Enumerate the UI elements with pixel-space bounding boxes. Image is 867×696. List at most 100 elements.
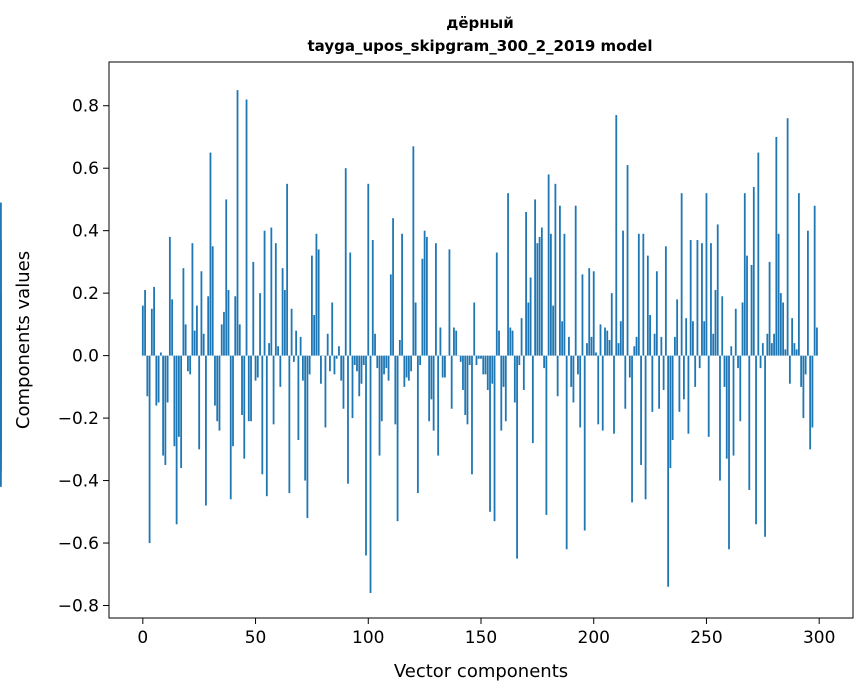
bar-170	[525, 211, 527, 356]
bar-79	[320, 355, 322, 384]
bar-17	[180, 355, 183, 469]
bar-54	[263, 230, 266, 356]
bar-241	[685, 318, 688, 356]
bar-1	[144, 290, 146, 356]
bar-252	[710, 243, 712, 356]
bar-274	[759, 355, 762, 369]
chart-title: дёрный	[446, 14, 513, 32]
bar-285	[784, 349, 787, 356]
bar-189	[568, 336, 570, 356]
bar-15	[175, 355, 178, 525]
y-tick-label: −0.4	[58, 472, 99, 492]
bar-85	[333, 355, 336, 375]
bar-237	[676, 299, 679, 356]
bar-271	[752, 186, 755, 356]
bar-273	[757, 152, 760, 356]
bar-160	[502, 355, 505, 387]
bar-235	[671, 355, 674, 440]
x-tick-label: 300	[803, 628, 835, 648]
bar-184	[556, 355, 559, 397]
bar-11	[166, 355, 169, 403]
bar-163	[509, 327, 512, 356]
bar-87	[338, 346, 340, 356]
bar-240	[683, 355, 685, 400]
bar-295	[807, 230, 809, 356]
bar-101	[369, 355, 372, 594]
y-axis-label: Components values	[13, 251, 34, 429]
bar-266	[741, 302, 744, 356]
bar-98	[362, 355, 365, 365]
bar-56	[268, 343, 270, 356]
bar-151	[482, 355, 485, 375]
bar-38	[227, 290, 230, 356]
bar-188	[565, 355, 568, 550]
bar-21	[189, 355, 192, 375]
bar-239	[680, 193, 683, 356]
bar-212	[619, 321, 622, 356]
bar-178	[543, 355, 546, 369]
bar-175	[536, 243, 539, 356]
bar-196	[583, 355, 586, 531]
bar-229	[658, 355, 661, 409]
bar-49	[252, 261, 255, 356]
bar-179	[545, 355, 548, 515]
bar-245	[694, 355, 697, 387]
bar-257	[721, 296, 724, 356]
bar-123	[419, 355, 422, 365]
bar-182	[552, 305, 555, 356]
bar-154	[489, 355, 491, 512]
bar-280	[773, 333, 775, 356]
bar-96	[358, 355, 361, 397]
bar-88	[340, 355, 343, 381]
bar-290	[795, 349, 798, 356]
bar-264	[737, 355, 739, 369]
bar-167	[518, 355, 521, 365]
bar-132	[439, 327, 442, 356]
bar-284	[782, 302, 785, 356]
bar-42	[236, 90, 239, 356]
bar-187	[563, 233, 566, 356]
bar-267	[743, 193, 746, 356]
y-tick-label: 0.8	[72, 97, 99, 117]
bar-102	[371, 240, 374, 356]
bar-34	[218, 355, 221, 431]
bar-169	[522, 355, 525, 390]
bar-25	[198, 355, 201, 450]
bar-95	[356, 355, 358, 372]
bar-125	[423, 230, 426, 356]
bar-4	[150, 308, 153, 356]
bars-group	[0, 90, 818, 594]
bar-228	[655, 271, 658, 356]
bar-116	[403, 355, 406, 387]
bar-46	[245, 99, 248, 356]
bar-298	[813, 205, 816, 356]
bar-undefined	[0, 355, 2, 472]
bar-202	[597, 355, 600, 425]
bar-108	[385, 355, 388, 369]
bar-99	[365, 355, 367, 556]
bar-211	[617, 343, 620, 356]
bar-224	[646, 255, 649, 356]
bar-47	[247, 355, 250, 422]
bar-201	[595, 352, 597, 356]
bar-218	[633, 346, 636, 356]
bar-35	[220, 324, 223, 356]
bar-223	[644, 355, 647, 500]
bar-77	[315, 233, 318, 356]
bar-283	[779, 293, 782, 356]
bar-130	[435, 243, 437, 356]
bar-78	[317, 249, 320, 356]
bar-93	[351, 355, 354, 419]
bar-159	[500, 355, 503, 431]
bar-200	[592, 271, 595, 356]
bar-124	[421, 258, 424, 356]
y-tick-label: 0.2	[72, 284, 99, 304]
bar-231	[662, 355, 665, 390]
bar-undefined	[0, 293, 2, 356]
bar-144	[466, 355, 469, 425]
bar-185	[559, 205, 561, 356]
bar-72	[304, 355, 307, 481]
bar-268	[746, 255, 748, 356]
bar-215	[626, 165, 629, 356]
